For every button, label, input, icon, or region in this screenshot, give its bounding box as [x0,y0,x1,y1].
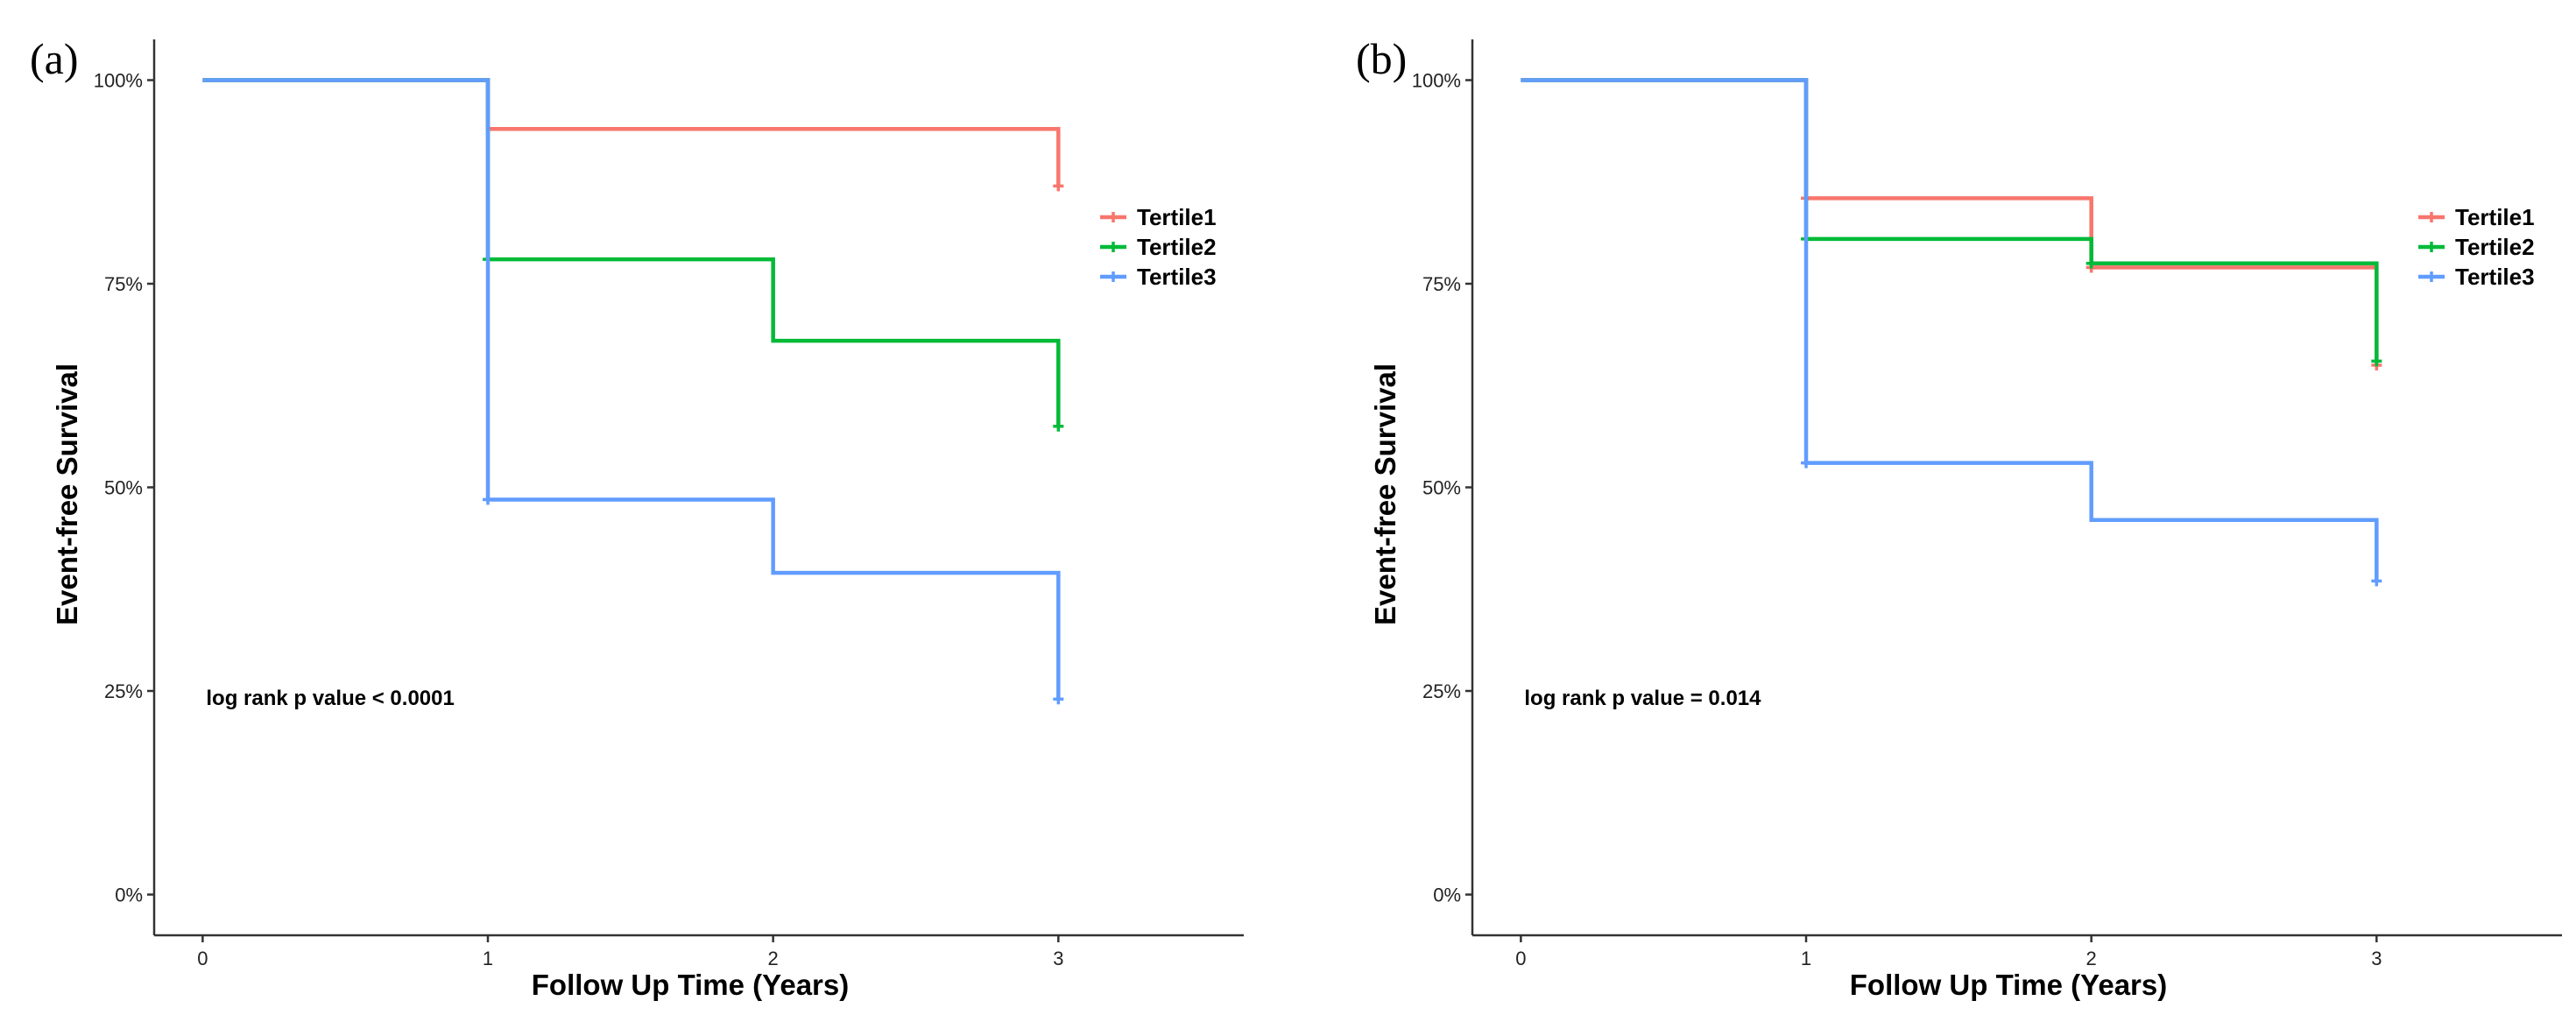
x-axis-title: Follow Up Time (Years) [532,969,849,1001]
y-tick-label: 75% [104,273,143,295]
x-tick-label: 1 [1801,948,1811,969]
legend: Tertile1 Tertile2 Tertile3 [1100,204,1217,290]
legend-label-tertile1: Tertile1 [2455,204,2535,230]
x-tick-label: 3 [1053,948,1063,969]
log-rank-annotation: log rank p value < 0.0001 [206,687,454,710]
legend-label-tertile3: Tertile3 [2455,264,2535,290]
panel-label: (b) [1356,34,1407,83]
x-axis-title: Follow Up Time (Years) [1850,969,2167,1001]
survival-curve-tertile3 [1521,78,2379,581]
x-tick-label: 3 [2371,948,2382,969]
x-tick-label: 0 [1515,948,1526,969]
legend: Tertile1 Tertile2 Tertile3 [2418,204,2535,290]
series-tertile1 [1521,78,2382,370]
y-tick-label: 0% [115,884,143,906]
survival-curve-tertile1 [202,78,1061,187]
chart-panel-b: (b) 0% 25% 50% 75% 100% 0 1 2 3 Follow Up Time (Ye… [1356,34,2562,1001]
panel-label: (a) [30,34,79,83]
y-tick-label: 25% [1422,680,1461,702]
survival-curve-tertile2 [1521,78,2379,362]
legend-label-tertile1: Tertile1 [1137,204,1217,230]
survival-curve-tertile2 [202,78,1061,426]
series-tertile3 [1521,78,2382,587]
series-tertile1 [202,78,1064,192]
y-tick-label: 100% [94,70,143,92]
y-tick-label: 50% [1422,477,1461,499]
series-tertile3 [202,78,1064,705]
y-axis-title: Event-free Survival [1369,363,1401,625]
x-tick-label: 2 [2086,948,2097,969]
y-tick-label: 50% [104,477,143,499]
legend-label-tertile3: Tertile3 [1137,264,1217,290]
x-tick-label: 2 [768,948,779,969]
survival-curve-tertile3 [202,78,1061,700]
x-tick-label: 0 [197,948,208,969]
y-tick-label: 0% [1433,884,1461,906]
series-tertile2 [202,78,1064,432]
legend-label-tertile2: Tertile2 [2455,234,2535,260]
log-rank-annotation: log rank p value = 0.014 [1524,687,1761,710]
y-tick-label: 75% [1422,273,1461,295]
chart-panel-a: (a) 0% 25% 50% 75% 100% 0 1 2 3 Follow Up Time (Ye… [30,34,1244,1001]
survival-curve-tertile1 [1521,78,2379,365]
y-tick-label: 25% [104,680,143,702]
legend-label-tertile2: Tertile2 [1137,234,1217,260]
y-tick-label: 100% [1412,70,1461,92]
y-axis-title: Event-free Survival [51,363,83,625]
series-tertile2 [1521,78,2382,367]
x-tick-label: 1 [483,948,493,969]
